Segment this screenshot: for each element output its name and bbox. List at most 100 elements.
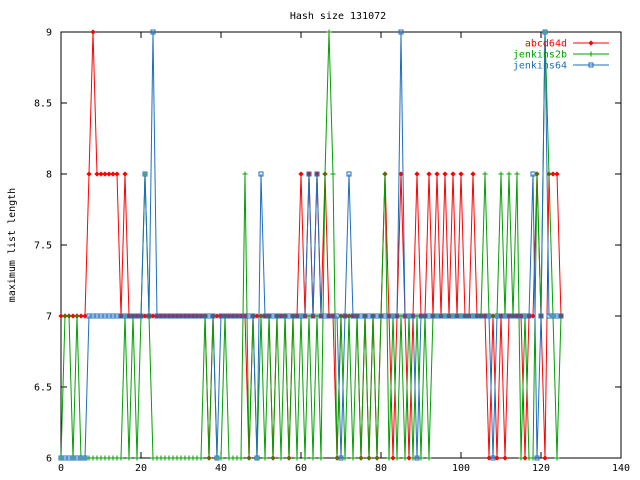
x-tick-label: 20 [135, 463, 147, 474]
data-point [538, 313, 544, 319]
data-point [554, 171, 560, 177]
data-point [490, 455, 496, 461]
data-point [542, 29, 548, 35]
x-tick-label: 60 [295, 463, 307, 474]
data-point [142, 171, 148, 177]
x-tick-label: 40 [215, 463, 227, 474]
data-point [114, 171, 120, 177]
data-point [482, 171, 488, 177]
data-point [334, 313, 340, 319]
data-point [238, 455, 244, 461]
data-point [398, 171, 404, 177]
data-point [394, 313, 400, 319]
data-point [214, 313, 220, 319]
data-point [146, 313, 152, 319]
data-point [150, 313, 156, 319]
series-jenkins64 [58, 29, 564, 461]
data-point [398, 29, 404, 35]
data-point [374, 455, 380, 461]
x-tick-label: 140 [612, 463, 630, 474]
data-point [550, 171, 556, 177]
data-point [82, 313, 88, 319]
data-point [86, 171, 92, 177]
data-point [278, 455, 284, 461]
data-point [402, 455, 408, 461]
y-axis-label: maximum list length [7, 188, 18, 302]
data-point [94, 171, 100, 177]
data-point [106, 171, 112, 177]
y-tick-label: 6.5 [34, 383, 52, 394]
data-point [318, 455, 324, 461]
data-point [450, 171, 456, 177]
data-point [66, 313, 72, 319]
data-point [306, 171, 312, 177]
data-point [246, 455, 252, 461]
chart-title: Hash size 131072 [290, 11, 386, 22]
data-point [410, 313, 416, 319]
data-point [526, 313, 532, 319]
data-point [250, 313, 256, 319]
data-point [426, 171, 432, 177]
data-point [406, 455, 412, 461]
data-point [414, 455, 420, 461]
data-point [82, 455, 88, 461]
data-point [414, 171, 420, 177]
data-point [434, 171, 440, 177]
data-point [442, 171, 448, 177]
data-point [330, 171, 336, 177]
data-point [386, 455, 392, 461]
data-point [262, 455, 268, 461]
data-point [102, 171, 108, 177]
data-point [210, 313, 216, 319]
data-point [90, 29, 96, 35]
y-tick-label: 9 [46, 28, 52, 39]
data-point [382, 171, 388, 177]
data-point [366, 455, 372, 461]
data-point [458, 171, 464, 177]
data-point [78, 313, 84, 319]
data-point [242, 171, 248, 177]
data-point [314, 171, 320, 177]
y-tick-label: 7 [46, 312, 52, 323]
x-tick-label: 120 [532, 463, 550, 474]
data-point [302, 455, 308, 461]
legend-marker [588, 51, 594, 57]
legend-marker [588, 62, 594, 68]
data-point [530, 171, 536, 177]
data-point [142, 313, 148, 319]
data-point [494, 455, 500, 461]
data-point [150, 29, 156, 35]
data-point [358, 455, 364, 461]
y-tick-label: 7.5 [34, 241, 52, 252]
data-point [254, 313, 260, 319]
data-point [554, 455, 560, 461]
data-point [394, 455, 400, 461]
legend-label: abcd64d [525, 39, 567, 50]
data-point [514, 171, 520, 177]
data-point [302, 313, 308, 319]
data-point [74, 313, 80, 319]
data-point [310, 313, 316, 319]
x-tick-label: 100 [452, 463, 470, 474]
data-point [298, 171, 304, 177]
y-tick-label: 6 [46, 454, 52, 465]
data-point [118, 455, 124, 461]
legend-label: jenkins2b [513, 50, 567, 61]
x-tick-label: 0 [58, 463, 64, 474]
data-point [506, 171, 512, 177]
data-point [58, 313, 64, 319]
data-point [198, 455, 204, 461]
data-point [98, 171, 104, 177]
data-point [542, 455, 548, 461]
axis-ticks: 0 20 40 60 80 100 120 140 6 6.5 7 7.5 8 8.5 9 [34, 28, 630, 475]
data-point [122, 171, 128, 177]
data-point [342, 313, 348, 319]
data-point [214, 455, 220, 461]
data-point [138, 313, 144, 319]
data-point [530, 313, 536, 319]
series-line [61, 31, 561, 459]
data-point [470, 171, 476, 177]
data-point [270, 455, 276, 461]
